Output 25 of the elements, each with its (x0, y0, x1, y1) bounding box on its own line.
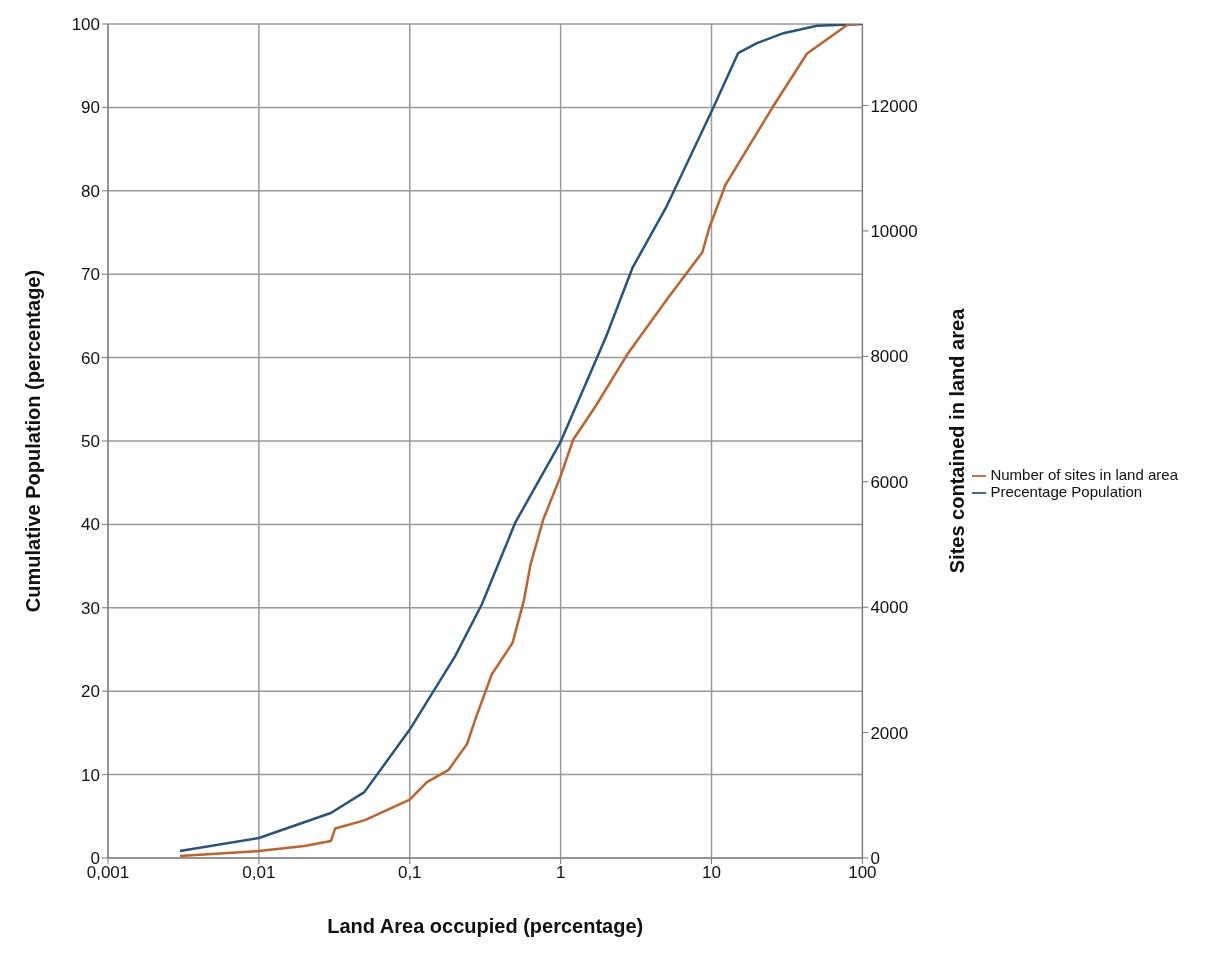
y-tick-label: 40 (81, 515, 100, 535)
x-tick-label: 1 (555, 863, 566, 883)
y-tick-label: 90 (81, 98, 100, 118)
y-tick-label: 20 (81, 682, 100, 702)
y-tick-label: 100 (71, 15, 100, 35)
x-axis-title: Land Area occupied (percentage) (327, 915, 644, 937)
y2-tick-label: 10000 (870, 221, 918, 241)
y2-tick-label: 12000 (870, 96, 918, 116)
y2-tick-label: 4000 (870, 598, 909, 618)
y-tick-label: 60 (81, 348, 100, 368)
y-tick-label: 50 (81, 432, 100, 452)
y2-tick-label: 8000 (870, 347, 909, 367)
legend-label: Number of sites in land area (990, 465, 1178, 483)
y2-axis-title: Sites contained in land area (946, 307, 969, 574)
y2-tick-label: 6000 (870, 472, 909, 492)
legend-label: Precentage Population (990, 483, 1143, 500)
y-tick-label: 80 (81, 181, 100, 201)
x-tick-label: 0,1 (397, 863, 422, 883)
x-tick-label: 0,01 (242, 863, 276, 883)
y2-tick-label: 2000 (870, 723, 909, 743)
y-tick-label: 30 (81, 598, 100, 618)
y-tick-label: 70 (81, 265, 100, 285)
x-tick-label: 10 (702, 863, 721, 883)
y-axis-title: Cumulative Population (percentage) (22, 269, 45, 613)
y-tick-label: 10 (81, 765, 100, 785)
